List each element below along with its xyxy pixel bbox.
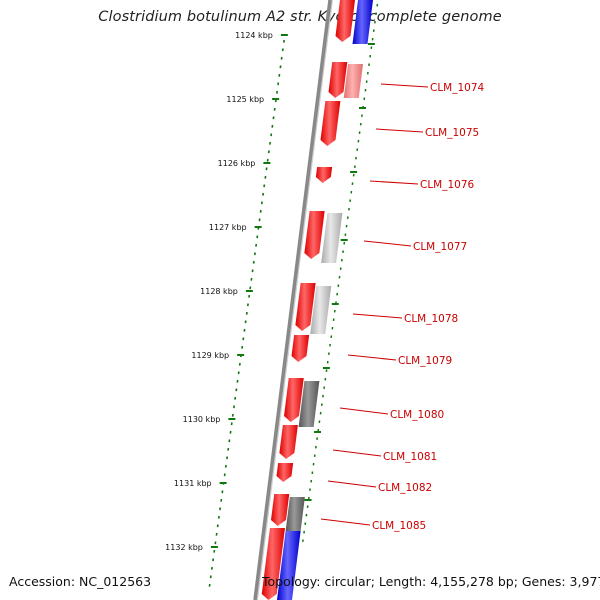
gene-label: CLM_1076 [420, 179, 475, 191]
scale-tick-label: 1132 kbp [165, 543, 203, 552]
gene-feature-blue [353, 0, 374, 44]
gene-label-leader [364, 241, 411, 246]
gene-label-leader [353, 314, 402, 318]
gene-feature-red [321, 101, 341, 146]
gene-feature-red [304, 211, 324, 259]
scale-tick-label: 1130 kbp [183, 415, 221, 424]
gene-label: CLM_1075 [425, 127, 479, 139]
gene-label: CLM_1085 [372, 520, 426, 532]
gene-feature-grey [321, 213, 342, 263]
gene-label-leader [370, 181, 418, 184]
accession-text: Accession: NC_012563 [9, 574, 151, 589]
scale-tick-label: 1131 kbp [174, 479, 212, 488]
scale-tick-label: 1125 kbp [226, 95, 264, 104]
gene-label-leader [340, 408, 388, 414]
gene-label-leader [348, 355, 396, 360]
gene-feature-red [279, 425, 298, 459]
gene-feature-red [316, 167, 332, 183]
gene-feature-dgrey [286, 497, 305, 531]
genome-map-view: Clostridium botulinum A2 str. Kyoto, com… [0, 0, 600, 600]
gene-label-leader [376, 129, 423, 132]
gene-label-leader [328, 481, 376, 487]
gene-feature-red [292, 335, 310, 362]
gene-label: CLM_1080 [390, 409, 444, 421]
gene-labels: CLM_1074 CLM_1075 CLM_1076 CLM_1077 CLM_1078… [321, 82, 485, 532]
gene-label: CLM_1077 [413, 241, 467, 253]
scale-tick-label: 1126 kbp [218, 159, 256, 168]
gene-label-leader [321, 519, 370, 525]
gene-label: CLM_1074 [430, 82, 485, 94]
gene-feature-red [336, 0, 356, 42]
scale-tick-label: 1128 kbp [200, 287, 238, 296]
gene-label: CLM_1078 [404, 313, 458, 325]
gene-label: CLM_1081 [383, 451, 437, 463]
scale-tick-label: 1124 kbp [235, 31, 273, 40]
genome-summary-text: Topology: circular; Length: 4,155,278 bp… [262, 574, 600, 589]
gene-feature-red [271, 494, 289, 526]
gene-feature-lred [344, 64, 363, 98]
scale-tick-label: 1127 kbp [209, 223, 247, 232]
gene-label: CLM_1082 [378, 482, 432, 494]
scale-tick-label: 1129 kbp [191, 351, 229, 360]
gene-label-leader [333, 450, 381, 456]
gene-label-leader [381, 84, 428, 87]
gene-label: CLM_1079 [398, 355, 452, 367]
genome-map-canvas: 1124 kbp 1125 kbp 1126 kbp 1127 kbp 1128 kbp… [0, 0, 600, 600]
gene-feature-red [277, 463, 294, 482]
